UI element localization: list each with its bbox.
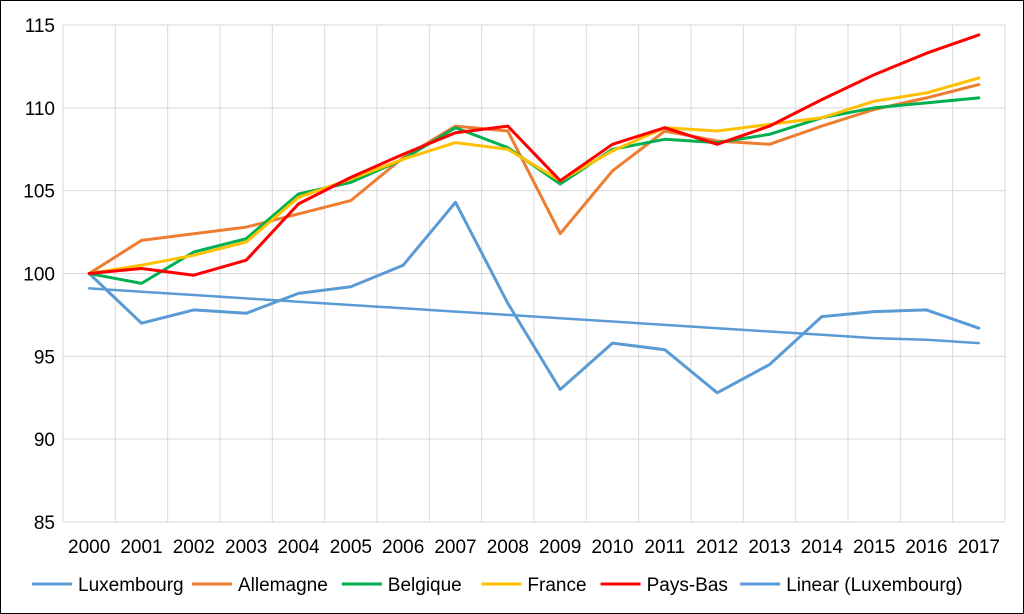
x-axis-ticks: 2000 2001 2002 2003 2004 2005 2006 2007 2008 2009… [68, 537, 1000, 558]
x-tick-label: 2004 [277, 537, 320, 558]
y-tick-label: 115 [25, 16, 55, 37]
x-tick-label: 2002 [173, 537, 215, 558]
x-tick-label: 2009 [539, 537, 581, 558]
x-tick-label: 2011 [644, 537, 685, 558]
x-tick-label: 2016 [905, 537, 947, 558]
x-tick-label: 2005 [330, 537, 372, 558]
series-line-allemagne [87, 83, 981, 275]
series-line-linear-luxembourg [87, 287, 981, 345]
series-line-luxembourg [87, 200, 981, 395]
x-tick-label: 2007 [434, 537, 476, 558]
legend-label-allemagne: Allemagne [238, 575, 328, 596]
legend-label-linear-luxembourg: Linear (Luxembourg) [786, 575, 962, 596]
x-tick-label: 2015 [853, 537, 895, 558]
x-tick-label: 2006 [382, 537, 424, 558]
x-tick-label: 2014 [801, 537, 844, 558]
y-tick-label: 110 [25, 99, 55, 120]
series-line-pays-bas [87, 33, 981, 277]
x-tick-label: 2003 [225, 537, 267, 558]
x-tick-label: 2010 [591, 537, 633, 558]
legend-label-france: France [527, 575, 586, 596]
series-lines [87, 33, 981, 395]
x-tick-label: 2008 [487, 537, 529, 558]
gridlines [62, 24, 1006, 523]
y-tick-label: 100 [23, 265, 55, 286]
y-tick-label: 90 [34, 430, 55, 451]
legend: Luxembourg Allemagne Belgique France Pays-Ba… [32, 575, 963, 596]
x-tick-label: 2000 [68, 537, 110, 558]
x-tick-label: 2012 [696, 537, 738, 558]
y-tick-label: 85 [34, 513, 55, 534]
x-tick-label: 2001 [120, 537, 162, 558]
y-tick-label: 95 [34, 347, 55, 368]
y-tick-label: 105 [23, 182, 55, 203]
legend-label-luxembourg: Luxembourg [78, 575, 184, 596]
series-line-france [87, 76, 981, 275]
y-axis-ticks: 85 90 95 100 105 110 115 [23, 16, 55, 534]
legend-label-pays-bas: Pays-Bas [647, 575, 728, 596]
legend-label-belgique: Belgique [388, 575, 462, 596]
x-tick-label: 2013 [748, 537, 790, 558]
x-tick-label: 2017 [958, 537, 1000, 558]
